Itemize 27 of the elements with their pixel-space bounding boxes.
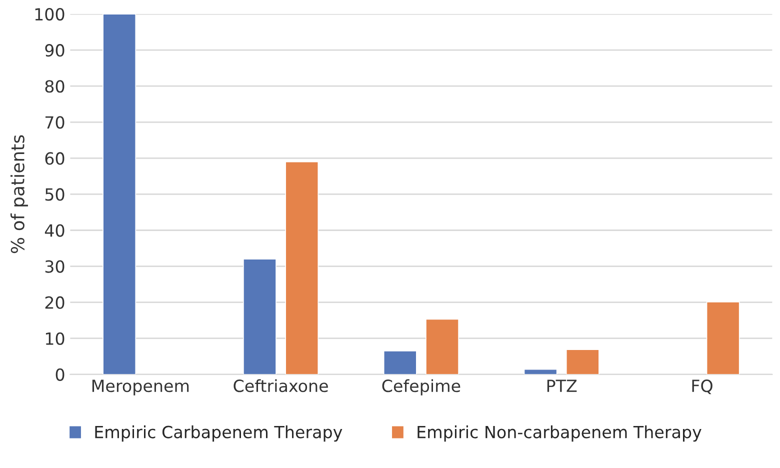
y-tick-label: 30 bbox=[45, 260, 64, 273]
bar bbox=[566, 349, 600, 374]
bar bbox=[383, 350, 417, 374]
bar bbox=[102, 14, 136, 374]
x-tick-label: PTZ bbox=[547, 380, 577, 392]
x-tick-label: Meropenem bbox=[92, 380, 189, 396]
y-tick-label: 50 bbox=[45, 188, 64, 201]
y-tick-label: 20 bbox=[45, 296, 64, 309]
y-tick-label: 80 bbox=[45, 80, 64, 93]
y-tick-label: 70 bbox=[46, 116, 64, 129]
bar bbox=[243, 258, 276, 374]
y-tick-label: 0 bbox=[56, 368, 64, 381]
y-tick-label: 60 bbox=[45, 152, 64, 165]
bar bbox=[524, 368, 558, 374]
y-tick-label: 10 bbox=[46, 332, 64, 345]
bar bbox=[706, 302, 740, 374]
bar bbox=[285, 161, 319, 374]
y-tick-label: 100 bbox=[35, 8, 64, 21]
y-tick-label: 90 bbox=[45, 44, 64, 57]
y-tick-label: 40 bbox=[44, 224, 64, 237]
x-tick-label: Ceftriaxone bbox=[234, 379, 328, 392]
legend-label: Empiric Carbapenem Therapy bbox=[95, 425, 342, 442]
bar bbox=[426, 318, 459, 374]
y-axis-title: % of patients bbox=[10, 135, 28, 254]
x-tick-label: Cefepime bbox=[382, 379, 460, 396]
legend-label: Empiric Non-carbapenem Therapy bbox=[418, 425, 702, 442]
x-tick-label: FQ bbox=[692, 380, 712, 394]
